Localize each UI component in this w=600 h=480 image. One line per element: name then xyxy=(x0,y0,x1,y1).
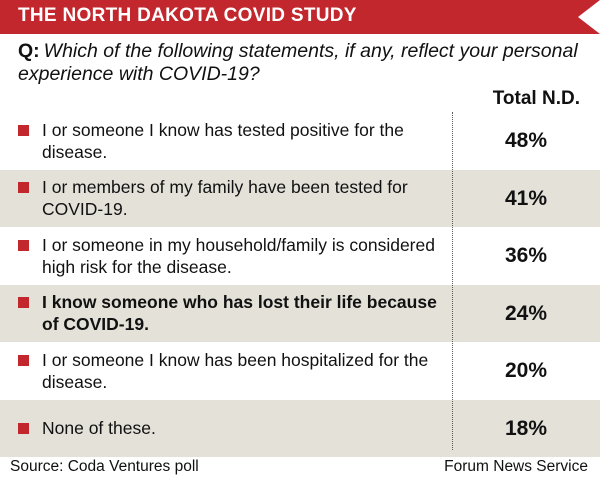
row-label: None of these. xyxy=(42,418,156,439)
column-divider xyxy=(452,112,453,450)
bullet-square-icon xyxy=(18,239,29,251)
row-value: 18% xyxy=(504,416,548,440)
row-value: 48% xyxy=(504,129,548,152)
row-label: I or someone I know has been hospitalize… xyxy=(42,349,429,392)
column-header: Total N.D. xyxy=(492,88,580,109)
banner-notch xyxy=(578,0,600,34)
bullet-square-icon xyxy=(18,124,29,136)
question-body: Which of the following statements, if an… xyxy=(18,40,578,85)
row-value: 36% xyxy=(504,244,548,267)
bullet-square-icon xyxy=(18,354,29,366)
source-note: Source: Coda Ventures poll xyxy=(10,458,199,475)
row-label: I or someone in my household/family is c… xyxy=(42,234,435,277)
row-label: I or members of my family have been test… xyxy=(42,177,408,220)
row-label: I know someone who has lost their life b… xyxy=(42,292,437,335)
title-banner: THE NORTH DAKOTA COVID STUDY xyxy=(0,0,600,34)
row-label: I or someone I know has tested positive … xyxy=(42,119,404,162)
row-value: 20% xyxy=(504,359,548,382)
table-row: I or someone I know has been hospitalize… xyxy=(0,342,600,399)
table-row: I or someone I know has tested positive … xyxy=(0,112,600,169)
table-row: I or members of my family have been test… xyxy=(0,169,600,227)
table-row: I know someone who has lost their life b… xyxy=(0,284,600,342)
row-value: 41% xyxy=(504,186,548,210)
bullet-square-icon xyxy=(18,182,29,194)
chart-title: THE NORTH DAKOTA COVID STUDY xyxy=(18,5,357,26)
credit-note: Forum News Service xyxy=(444,458,588,475)
row-value: 24% xyxy=(504,301,548,325)
table-row: I or someone in my household/family is c… xyxy=(0,227,600,284)
bullet-square-icon xyxy=(18,297,29,309)
bullet-square-icon xyxy=(18,423,29,435)
question-prefix: Q: xyxy=(18,40,40,62)
question-text: Q: Which of the following statements, if … xyxy=(18,40,588,86)
table-row: None of these. 18% xyxy=(0,399,600,457)
